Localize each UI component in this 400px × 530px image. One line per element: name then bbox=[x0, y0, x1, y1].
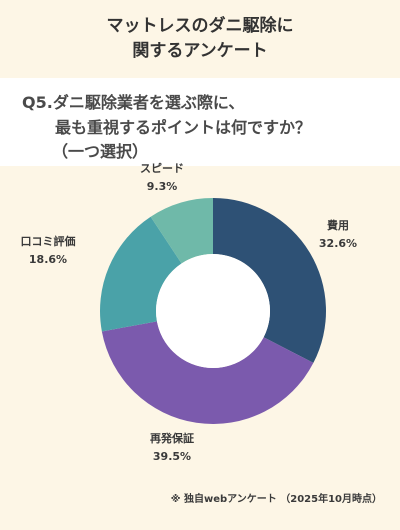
value-cost: 32.6% bbox=[319, 237, 357, 250]
donut-hole bbox=[156, 254, 270, 368]
value-speed: 9.3% bbox=[147, 180, 178, 193]
question-line-2: 最も重視するポイントは何ですか？ bbox=[55, 118, 312, 137]
footnote: ※ 独自webアンケート （2025年10月時点） bbox=[170, 494, 382, 505]
slice-speed bbox=[150, 198, 213, 264]
slice-reviews bbox=[99, 216, 182, 332]
question-box: Q5.ダニ駆除業者を選ぶ際に、 最も重視するポイントは何ですか？ （一つ選択） bbox=[0, 78, 400, 166]
label-speed: スピード bbox=[140, 162, 184, 175]
value-reviews: 18.6% bbox=[29, 253, 67, 266]
question-line-1: Q5.ダニ駆除業者を選ぶ際に、 bbox=[22, 93, 245, 112]
slice-recurrence-guarantee bbox=[101, 321, 314, 424]
survey-title: マットレスのダニ駆除に 関するアンケート bbox=[0, 14, 400, 64]
slice-cost bbox=[213, 198, 326, 363]
label-recurrence-guarantee: 再発保証 bbox=[150, 431, 194, 445]
label-reviews: 口コミ評価 bbox=[21, 234, 76, 248]
question-line-3: （一つ選択） bbox=[52, 142, 149, 161]
value-recurrence-guarantee: 39.5% bbox=[153, 450, 191, 463]
title-line-1: マットレスのダニ駆除に bbox=[106, 16, 294, 36]
label-cost: 費用 bbox=[326, 218, 349, 232]
title-line-2: 関するアンケート bbox=[132, 41, 268, 61]
